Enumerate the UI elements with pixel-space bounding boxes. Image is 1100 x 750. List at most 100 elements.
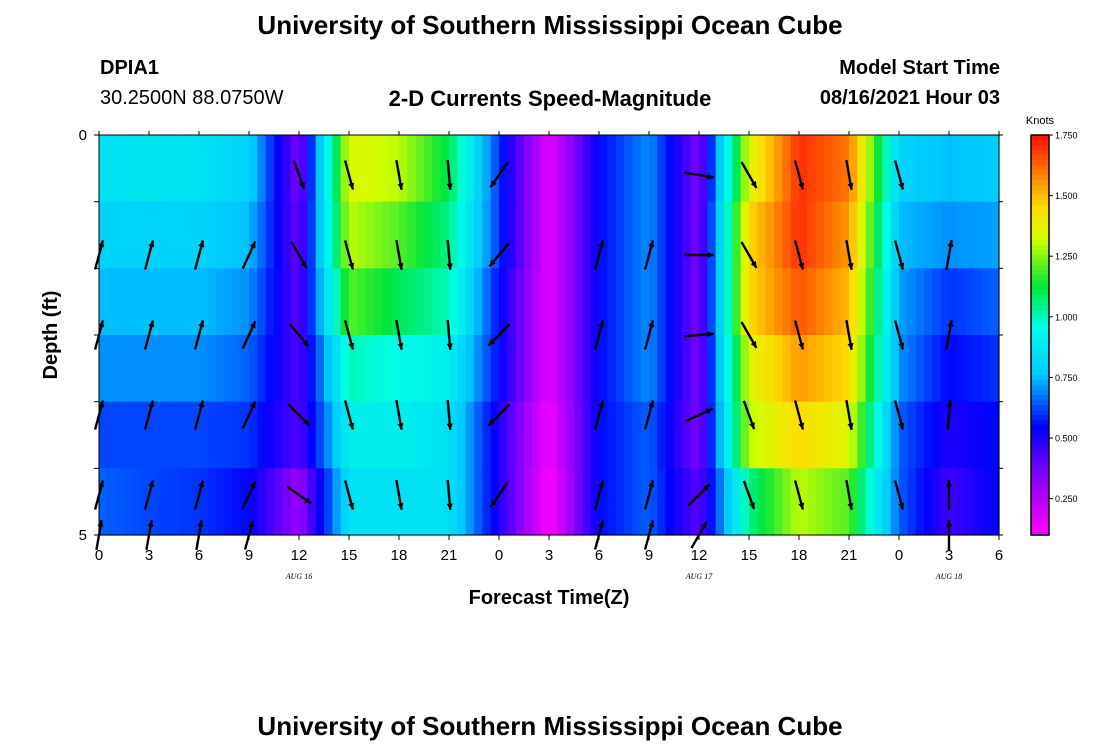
heatmap-cell [882,201,892,269]
heatmap-cell [432,135,442,203]
heatmap-cell [199,468,208,536]
current-vector-head [749,422,755,430]
heatmap-cell [207,335,217,403]
heatmap-cell [824,468,833,536]
colorbar-segment [1031,335,1049,341]
heatmap-cell [707,201,717,269]
heatmap-cell [349,135,358,203]
heatmap-cell [832,468,842,536]
model-start-value: 08/16/2021 Hour 03 [819,87,1000,109]
heatmap-cell [165,468,175,536]
heatmap-cell [749,135,758,203]
heatmap-cell [349,268,358,336]
heatmap-cell [924,468,933,536]
heatmap-cell [474,335,483,403]
heatmap-cell [615,335,625,403]
heatmap-cell [165,335,175,403]
heatmap-cell [182,268,192,336]
colorbar-segment [1031,345,1049,351]
colorbar-segment [1031,305,1049,311]
colorbar-segment [1031,390,1049,396]
heatmap-cell [965,468,975,536]
current-vector-head [304,497,312,504]
current-vector-head [198,400,205,408]
heatmap-cell [874,468,883,536]
heatmap-cell [690,268,700,336]
heatmap-cell [115,468,125,536]
heatmap-cell [582,201,592,269]
heatmap-cell [265,468,275,536]
heatmap-cell [632,268,642,336]
colorbar-segment [1031,245,1049,251]
heatmap-cell [190,268,200,336]
heatmap-cell [199,335,208,403]
current-vector-head [648,320,655,328]
heatmap-cell [132,335,142,403]
colorbar-segment [1031,470,1049,476]
y-axis-label: Depth (ft) [40,291,62,380]
colorbar-tick-label: 1.000 [1055,312,1078,322]
current-vector-head [397,423,404,430]
heatmap-cell [465,268,475,336]
heatmap-cell [332,401,342,469]
heatmap-cell [974,335,983,403]
heatmap-cell [165,401,175,469]
heatmap-cell [707,335,717,403]
current-vector-head [98,480,105,488]
heatmap-cell [524,201,533,269]
heatmap-cell [457,135,467,203]
heatmap-cell [757,135,767,203]
heatmap-cell [907,401,917,469]
heatmap-cell [990,401,1000,469]
x-tick-label: 18 [391,547,408,564]
heatmap-cell [924,201,933,269]
heatmap-cell [499,401,508,469]
heatmap-cell [565,468,575,536]
heatmap-cell [115,201,125,269]
x-tick-label: 0 [495,547,503,564]
heatmap-cell [890,335,900,403]
heatmap-cell [515,201,525,269]
x-tick-label: 6 [595,547,603,564]
heatmap-cell [815,268,825,336]
heatmap-cell [174,401,183,469]
colorbar-segment [1031,490,1049,496]
heatmap-cell [557,468,567,536]
heatmap-cell [699,135,708,203]
heatmap-cell [824,201,833,269]
colorbar-segment [1031,190,1049,196]
heatmap-cell [340,335,350,403]
current-vector-head [303,419,310,426]
heatmap-cell [649,268,658,336]
heatmap-cell [265,401,275,469]
heatmap-cell [632,135,642,203]
heatmap-cell [740,468,750,536]
current-vector-head [490,180,497,188]
colorbar-segment [1031,480,1049,486]
colorbar-segment [1031,365,1049,371]
heatmap-cell [365,268,375,336]
colorbar-segment [1031,170,1049,176]
current-vector-head [707,252,714,258]
heatmap-cell [407,268,417,336]
heatmap-cell [724,335,733,403]
heatmap-cell [424,135,433,203]
heatmap-cell [340,401,350,469]
heatmap-cell [674,335,683,403]
heatmap-cell [965,201,975,269]
heatmap-cell [774,135,783,203]
heatmap-cell [790,135,800,203]
heatmap-cell [624,401,633,469]
heatmap-cell [740,335,750,403]
heatmap-cell [749,268,758,336]
heatmap-cell [215,135,225,203]
heatmap-cell [640,135,650,203]
colorbar-segment [1031,235,1049,241]
heatmap-cell [499,268,508,336]
heatmap-cell [765,401,775,469]
heatmap-cell [849,468,858,536]
colorbar-segment [1031,205,1049,211]
heatmap-cell [940,268,950,336]
heatmap-cell [307,468,317,536]
heatmap-cell [599,335,608,403]
